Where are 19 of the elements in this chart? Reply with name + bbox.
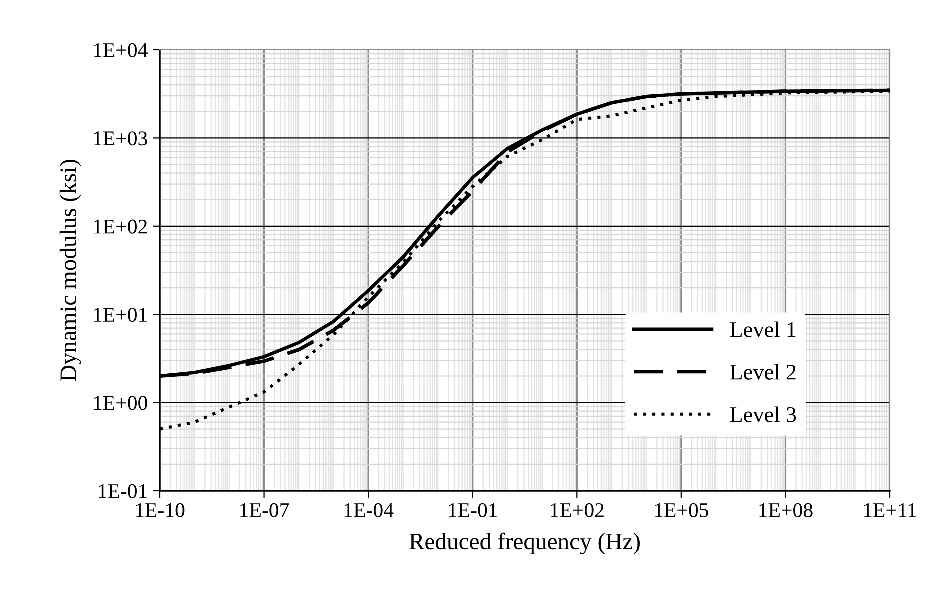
legend-label: Level 1: [730, 322, 796, 338]
x-tick-label: 1E+11: [864, 504, 916, 518]
x-tick-label: 1E-01: [449, 503, 498, 518]
y-tick-label: 1E+02: [94, 220, 148, 234]
y-tick-label: 1E+01: [94, 308, 147, 322]
x-tick-label: 1E+02: [551, 503, 604, 518]
x-tick-label: 1E-07: [240, 503, 290, 518]
y-tick-label: 1E-01: [99, 484, 147, 498]
y-axis-title: Dynamic modulus (ksi): [60, 160, 82, 382]
x-tick-label: 1E+05: [655, 503, 708, 518]
legend-label: Level 3: [730, 406, 796, 422]
x-tick-label: 1E+08: [760, 503, 813, 518]
x-axis-title: Reduced frequency (Hz): [410, 532, 640, 555]
y-tick-label: 1E+00: [94, 396, 148, 410]
legend-label: Level 2: [730, 364, 796, 380]
y-tick-label: 1E+03: [94, 132, 148, 146]
x-tick-label: 1E-10: [136, 503, 185, 518]
y-tick-label: 1E+04: [94, 43, 148, 58]
x-tick-label: 1E-04: [344, 503, 394, 518]
